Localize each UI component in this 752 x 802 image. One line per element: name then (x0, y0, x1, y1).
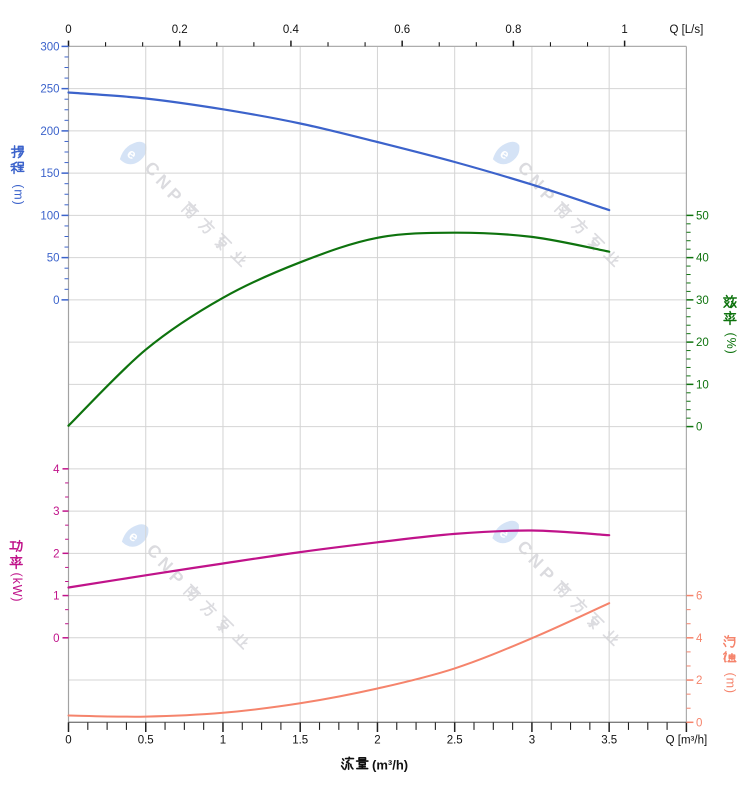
svg-text:(m): (m) (724, 673, 738, 694)
svg-text:30: 30 (696, 295, 709, 307)
svg-text:1: 1 (220, 735, 226, 747)
svg-text:3.5: 3.5 (601, 735, 617, 747)
svg-text:1.5: 1.5 (292, 735, 308, 747)
svg-text:50: 50 (47, 253, 60, 265)
svg-text:10: 10 (696, 379, 709, 391)
svg-text:100: 100 (40, 210, 59, 222)
svg-text:2: 2 (53, 548, 59, 560)
svg-text:(kW): (kW) (10, 573, 24, 603)
svg-text:6: 6 (696, 591, 702, 603)
svg-text:1: 1 (621, 24, 627, 36)
svg-text:0: 0 (53, 633, 59, 645)
svg-text:0: 0 (696, 717, 702, 729)
svg-text:0.6: 0.6 (394, 24, 410, 36)
svg-text:20: 20 (696, 337, 709, 349)
svg-text:0.8: 0.8 (505, 24, 521, 36)
svg-text:250: 250 (40, 84, 59, 96)
svg-text:0: 0 (53, 295, 59, 307)
svg-text:0: 0 (696, 422, 702, 434)
svg-text:2: 2 (696, 675, 702, 687)
svg-text:3: 3 (529, 735, 535, 747)
svg-text:0: 0 (65, 735, 71, 747)
svg-text:0: 0 (65, 24, 71, 36)
svg-text:(m³/h): (m³/h) (372, 758, 408, 773)
svg-text:0.5: 0.5 (138, 735, 154, 747)
svg-text:40: 40 (696, 253, 709, 265)
svg-text:4: 4 (53, 464, 60, 476)
svg-text:0.2: 0.2 (172, 24, 188, 36)
svg-text:200: 200 (40, 126, 59, 138)
svg-text:(m): (m) (11, 184, 25, 205)
svg-text:2: 2 (374, 735, 380, 747)
svg-text:1: 1 (53, 591, 59, 603)
svg-text:300: 300 (40, 41, 59, 53)
svg-text:3: 3 (53, 506, 59, 518)
svg-text:Q [L/s]: Q [L/s] (669, 24, 703, 36)
svg-text:50: 50 (696, 210, 709, 222)
svg-text:150: 150 (40, 168, 59, 180)
svg-text:Q [m³/h]: Q [m³/h] (666, 735, 708, 747)
svg-text:2.5: 2.5 (447, 735, 463, 747)
svg-text:(%): (%) (724, 333, 738, 355)
svg-text:4: 4 (696, 633, 703, 645)
svg-text:0.4: 0.4 (283, 24, 300, 36)
